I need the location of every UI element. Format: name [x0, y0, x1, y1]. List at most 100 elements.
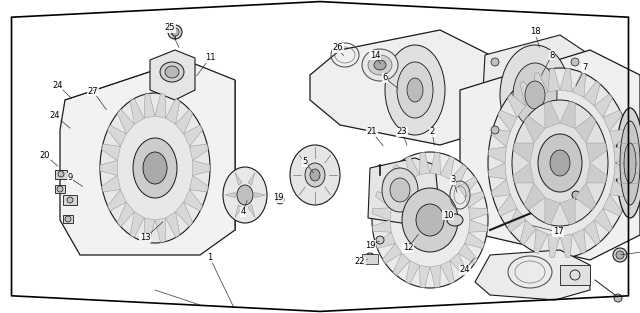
Polygon shape: [235, 205, 242, 218]
Ellipse shape: [488, 68, 632, 258]
Polygon shape: [144, 93, 155, 118]
Polygon shape: [248, 205, 255, 218]
Polygon shape: [108, 190, 126, 211]
Ellipse shape: [310, 169, 320, 181]
Ellipse shape: [538, 134, 582, 192]
Polygon shape: [130, 99, 144, 124]
Polygon shape: [248, 172, 255, 185]
Polygon shape: [584, 220, 600, 245]
Polygon shape: [450, 253, 467, 275]
Polygon shape: [100, 161, 117, 175]
Polygon shape: [498, 110, 517, 131]
Text: 14: 14: [370, 50, 380, 59]
Polygon shape: [63, 195, 77, 205]
Polygon shape: [63, 215, 73, 223]
Text: 26: 26: [333, 44, 343, 53]
Polygon shape: [575, 183, 596, 210]
Ellipse shape: [512, 100, 608, 226]
Polygon shape: [420, 152, 430, 175]
Polygon shape: [108, 125, 126, 146]
Ellipse shape: [513, 63, 557, 127]
Ellipse shape: [407, 78, 423, 102]
Circle shape: [57, 186, 63, 192]
Polygon shape: [430, 152, 440, 175]
Polygon shape: [595, 94, 612, 117]
Polygon shape: [609, 179, 628, 197]
Polygon shape: [475, 250, 590, 300]
Polygon shape: [492, 179, 511, 197]
Text: 18: 18: [530, 28, 540, 37]
Text: 22: 22: [355, 258, 365, 266]
Text: 19: 19: [273, 193, 284, 203]
Text: 21: 21: [367, 127, 377, 136]
Ellipse shape: [616, 108, 640, 218]
Polygon shape: [368, 158, 440, 225]
Ellipse shape: [143, 152, 167, 184]
Polygon shape: [225, 192, 235, 198]
Text: 24: 24: [50, 110, 60, 120]
Polygon shape: [513, 163, 534, 183]
Polygon shape: [560, 234, 572, 258]
Ellipse shape: [550, 150, 570, 176]
Text: 4: 4: [241, 208, 246, 217]
Text: 23: 23: [397, 127, 407, 136]
Ellipse shape: [372, 152, 488, 288]
Polygon shape: [492, 129, 511, 147]
Ellipse shape: [620, 121, 640, 205]
Text: 27: 27: [88, 86, 99, 95]
Ellipse shape: [237, 185, 253, 205]
Circle shape: [491, 126, 499, 134]
Polygon shape: [508, 208, 525, 232]
Polygon shape: [166, 212, 180, 238]
Circle shape: [58, 171, 64, 177]
Polygon shape: [430, 265, 440, 288]
Text: 13: 13: [140, 233, 150, 243]
Polygon shape: [235, 172, 242, 185]
Circle shape: [365, 253, 375, 263]
Ellipse shape: [133, 138, 177, 198]
Polygon shape: [189, 144, 209, 161]
Circle shape: [613, 248, 627, 262]
Polygon shape: [372, 208, 392, 220]
Polygon shape: [117, 110, 134, 134]
Polygon shape: [184, 125, 202, 146]
Text: 3: 3: [451, 176, 456, 184]
Polygon shape: [55, 170, 67, 179]
Text: 6: 6: [382, 74, 388, 83]
Polygon shape: [560, 101, 575, 128]
Text: 5: 5: [302, 157, 308, 167]
Text: 17: 17: [553, 228, 563, 237]
Polygon shape: [383, 177, 402, 197]
Text: 20: 20: [40, 151, 51, 160]
Polygon shape: [55, 185, 65, 193]
Ellipse shape: [100, 93, 210, 243]
Text: 10: 10: [443, 211, 453, 219]
Polygon shape: [102, 144, 120, 161]
Text: 7: 7: [582, 64, 588, 73]
Polygon shape: [560, 68, 572, 92]
Text: 24: 24: [52, 80, 63, 90]
Polygon shape: [175, 202, 193, 227]
Polygon shape: [189, 175, 209, 192]
Text: 25: 25: [164, 23, 175, 33]
Polygon shape: [586, 143, 607, 163]
Polygon shape: [155, 93, 166, 118]
Ellipse shape: [362, 49, 398, 81]
Ellipse shape: [165, 66, 179, 78]
Polygon shape: [548, 68, 560, 92]
Ellipse shape: [160, 62, 184, 82]
Polygon shape: [465, 192, 484, 208]
Ellipse shape: [368, 55, 392, 75]
Polygon shape: [480, 35, 590, 160]
Ellipse shape: [305, 163, 325, 187]
Polygon shape: [534, 229, 548, 254]
Polygon shape: [458, 177, 477, 197]
Polygon shape: [458, 244, 477, 264]
Polygon shape: [383, 244, 402, 264]
Circle shape: [276, 196, 284, 204]
Ellipse shape: [402, 188, 458, 252]
Polygon shape: [534, 72, 548, 97]
Ellipse shape: [525, 81, 545, 109]
Polygon shape: [450, 164, 467, 187]
Polygon shape: [465, 232, 484, 249]
